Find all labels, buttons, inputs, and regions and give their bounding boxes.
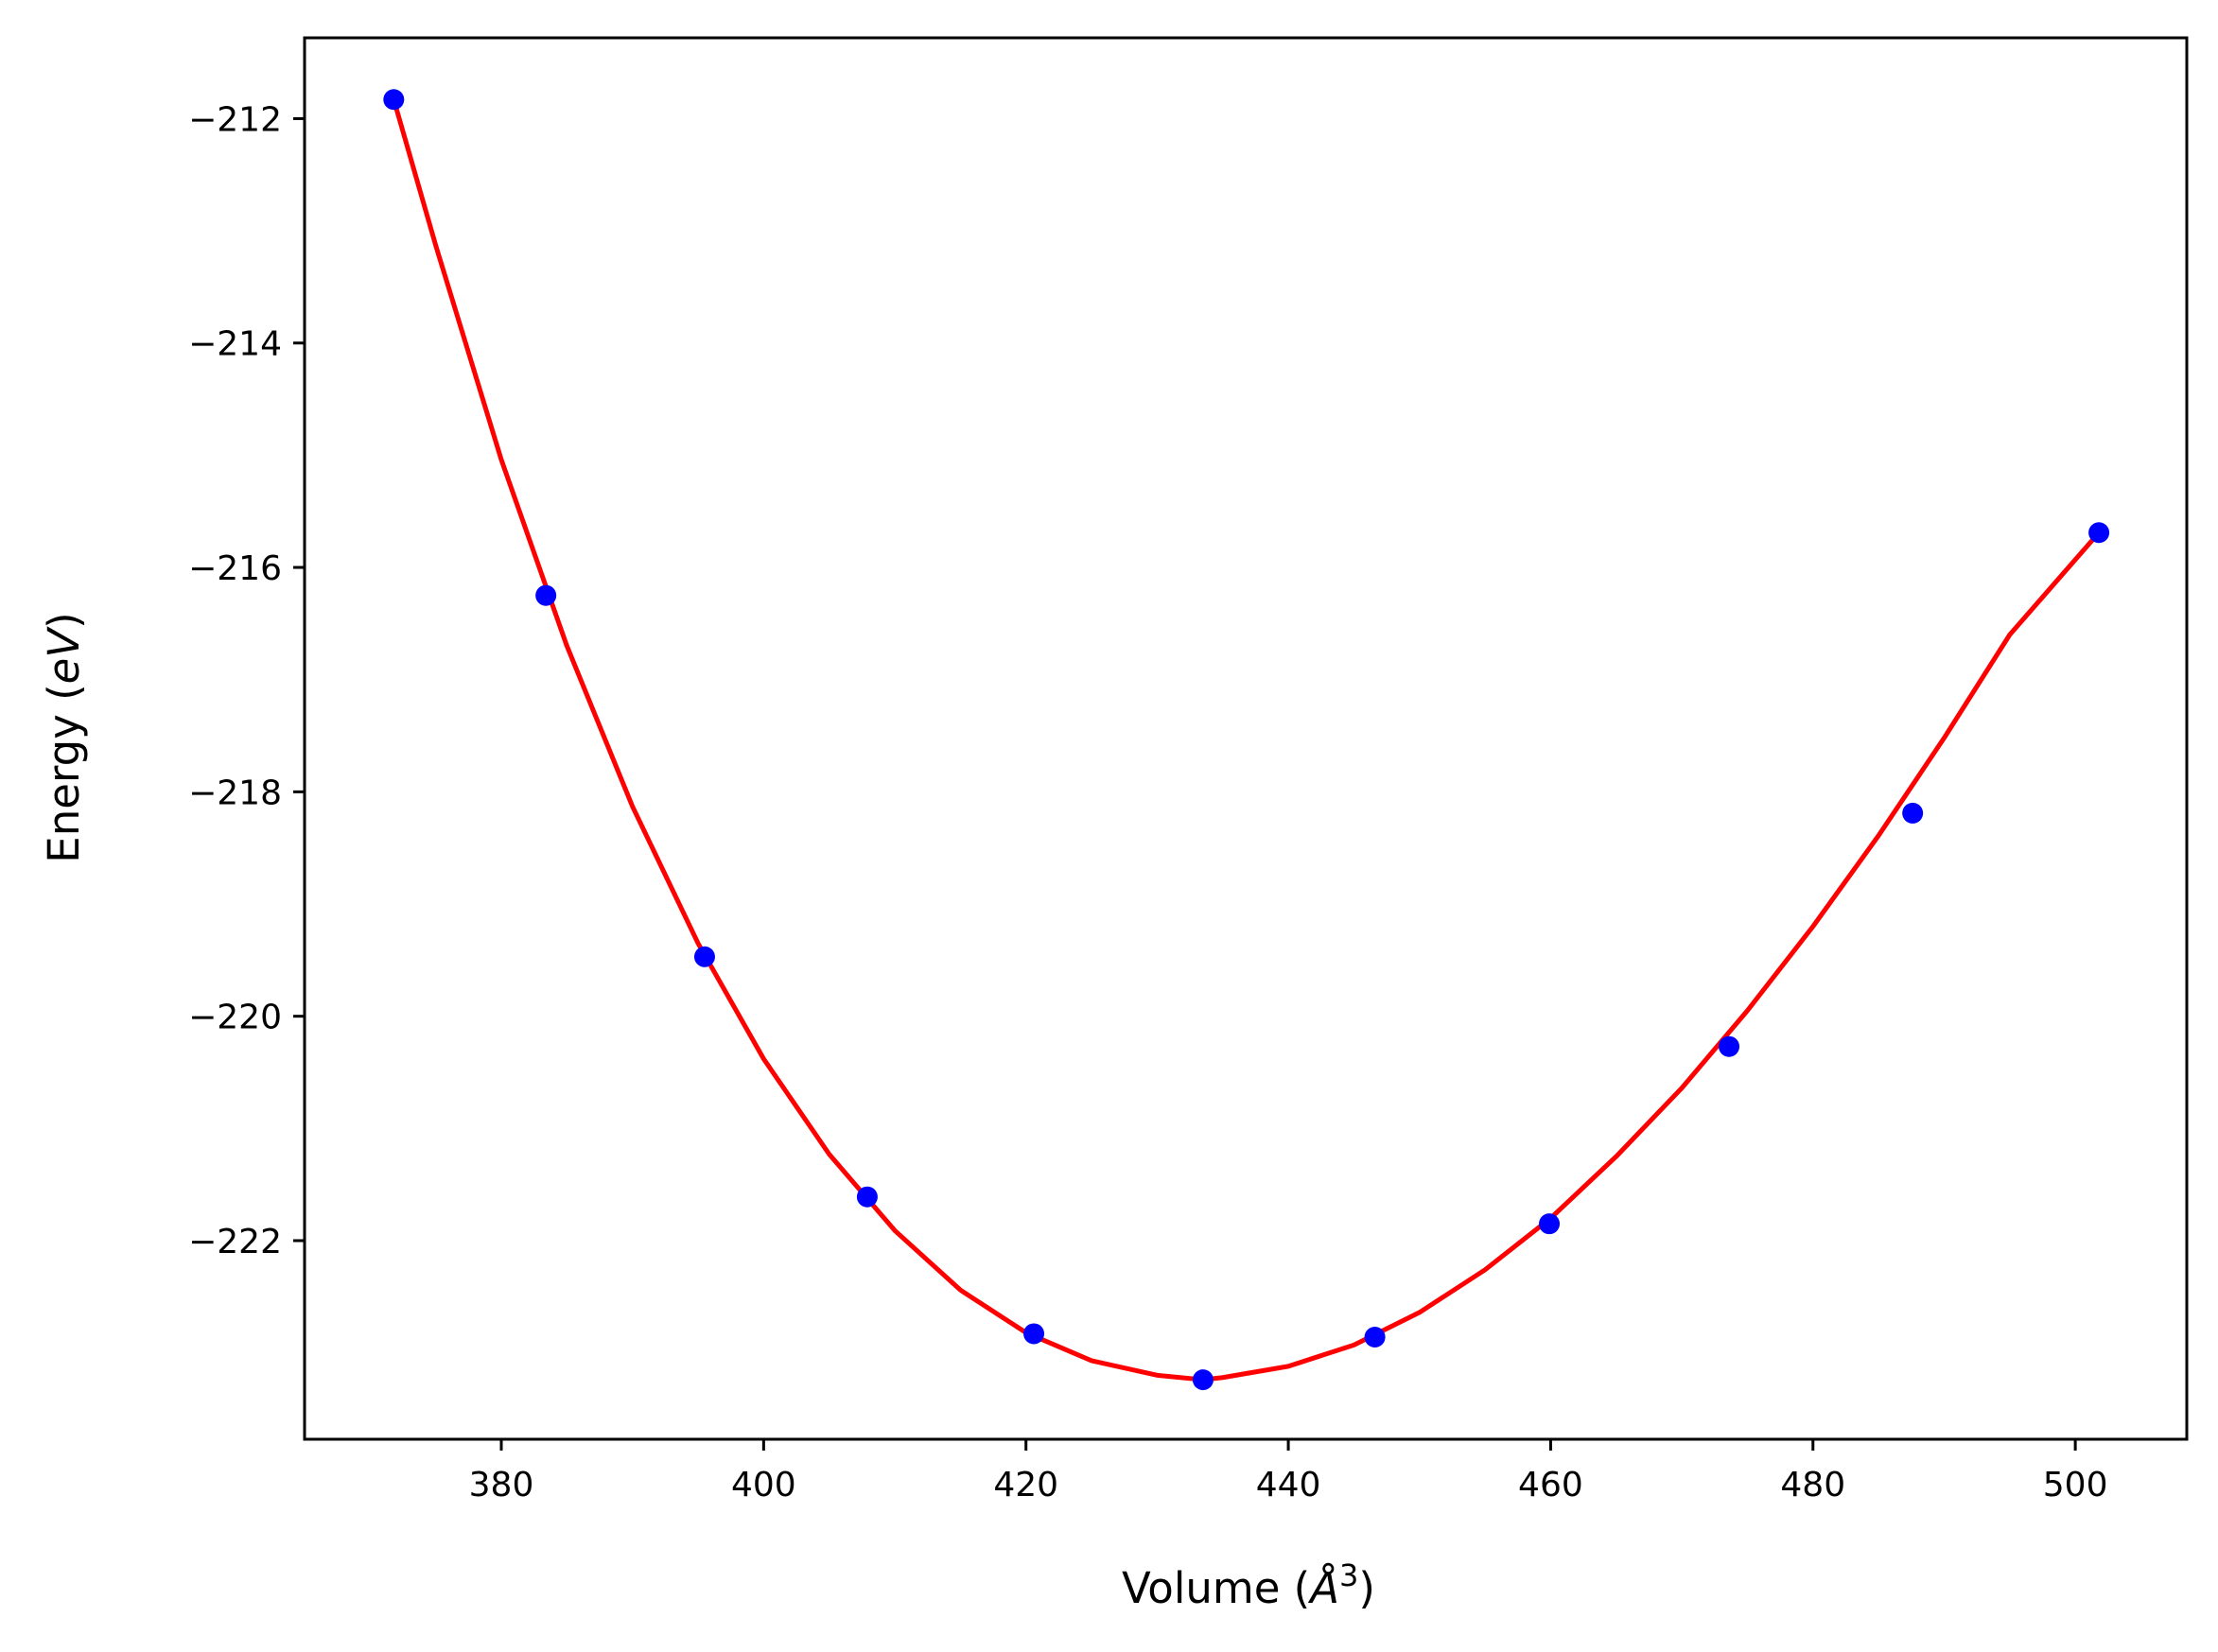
data-point xyxy=(1902,802,1924,824)
y-tick-label: −212 xyxy=(188,100,282,139)
y-tick-label: −216 xyxy=(188,549,282,588)
x-tick-label: 400 xyxy=(731,1466,796,1504)
data-point xyxy=(856,1186,878,1208)
data-point xyxy=(2088,522,2110,544)
plot-layer xyxy=(383,89,2110,1391)
x-tick-label: 380 xyxy=(469,1466,534,1504)
x-tick-label: 500 xyxy=(2043,1466,2108,1504)
data-point xyxy=(1364,1327,1386,1348)
x-axis-label-superscript: 3 xyxy=(1339,1557,1358,1593)
x-tick-label: 440 xyxy=(1256,1466,1321,1504)
y-tick-label: −218 xyxy=(188,774,282,812)
axes-layer: 380 400 420 440 460 480 500 −212 −214 −216 −218 −22… xyxy=(188,36,2189,1504)
data-point xyxy=(693,946,715,967)
data-point xyxy=(383,89,405,111)
x-tick-label: 480 xyxy=(1780,1466,1845,1504)
x-tick-label: 420 xyxy=(993,1466,1058,1504)
y-tick-label: −222 xyxy=(188,1223,282,1261)
data-point xyxy=(1539,1213,1561,1235)
x-tick-label: 460 xyxy=(1518,1466,1583,1504)
data-point xyxy=(1192,1369,1214,1391)
x-axis-label: Volume (Å3) xyxy=(1122,1557,1375,1613)
y-tick-label: −214 xyxy=(188,325,282,364)
y-tick-label: −220 xyxy=(188,999,282,1037)
x-axis-label-symbol: Å xyxy=(1307,1563,1339,1613)
data-point xyxy=(1719,1035,1740,1057)
plot-frame xyxy=(303,36,2189,1441)
fit-curve-line xyxy=(391,96,2102,1382)
y-axis-label: Energy (eV) xyxy=(39,612,89,862)
data-point xyxy=(1023,1323,1045,1345)
y-axis-label-symbol: eV xyxy=(39,626,89,685)
data-point xyxy=(535,584,557,606)
